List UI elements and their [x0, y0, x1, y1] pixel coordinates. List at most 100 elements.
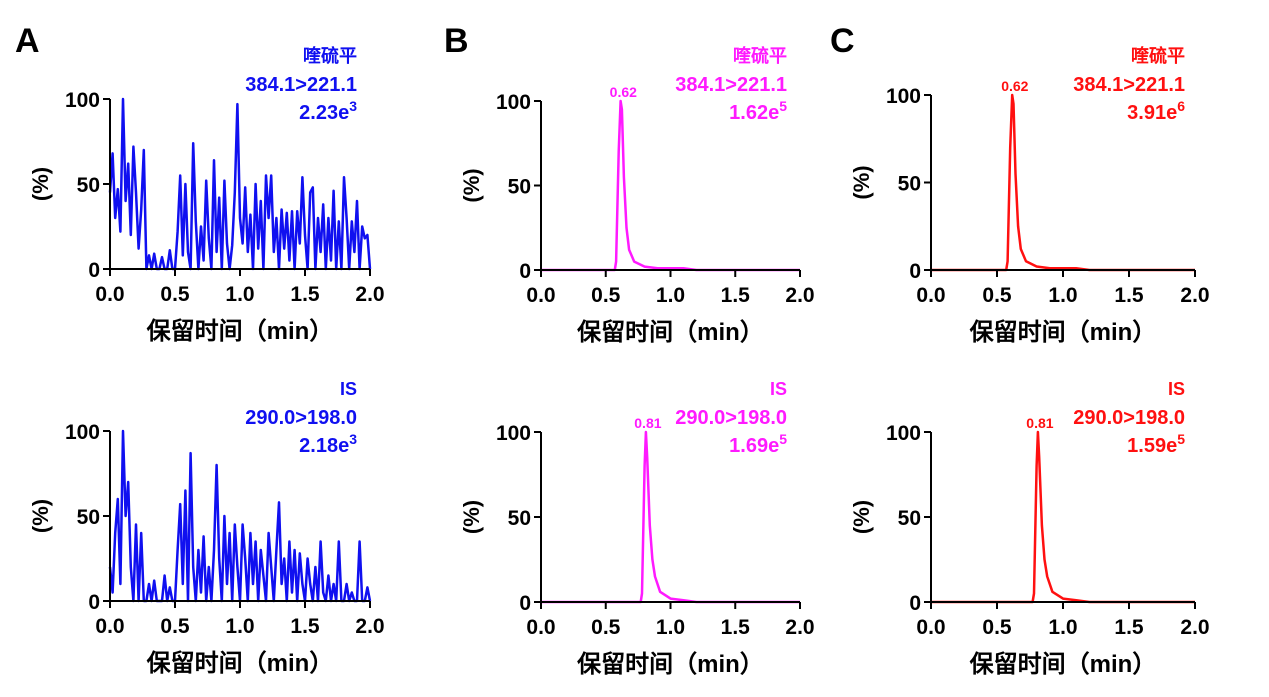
y-tick-label: 50 — [898, 507, 921, 530]
x-tick-label: 1.5 — [290, 615, 320, 638]
intensity-base: 2.23e — [299, 102, 349, 124]
series-line — [931, 430, 1195, 604]
y-tick-label: 0 — [88, 259, 100, 282]
y-tick-label: 50 — [508, 507, 531, 530]
intensity-label: 3.91e6 — [1127, 98, 1185, 124]
y-tick-label: 0 — [519, 260, 531, 283]
compound-label: 喹硫平 — [303, 45, 357, 66]
x-axis-title: 保留时间（min） — [146, 318, 334, 345]
y-tick-label: 0 — [909, 592, 921, 615]
chart-panel-a-is: 0.0 0.5 1.0 1.5 2.0 0 50 100 保留时间（min） (%) IS 290.0… — [28, 379, 385, 677]
peak-label: 0.81 — [634, 415, 661, 431]
x-tick-label: 2.0 — [785, 284, 814, 307]
compound-label: 喹硫平 — [1131, 45, 1185, 66]
compound-label: IS — [770, 379, 787, 399]
x-tick-label: 0.0 — [916, 284, 945, 307]
intensity-label: 2.23e3 — [299, 98, 357, 124]
series-line — [931, 93, 1195, 272]
x-tick-label: 0.0 — [526, 616, 555, 639]
intensity-base: 1.59e — [1127, 435, 1177, 457]
y-tick-label: 100 — [496, 91, 531, 114]
intensity-base: 3.91e — [1127, 102, 1177, 124]
y-tick-label: 100 — [65, 421, 100, 444]
compound-label: IS — [1168, 379, 1185, 399]
x-tick-label: 0.5 — [160, 615, 190, 638]
x-tick-label: 1.0 — [656, 616, 685, 639]
x-tick-label: 1.0 — [656, 284, 685, 307]
intensity-label: 2.18e3 — [299, 431, 357, 457]
panel-letter: C — [830, 22, 855, 60]
y-tick-label: 50 — [77, 506, 100, 529]
series-line — [108, 97, 372, 271]
y-tick-label: 100 — [886, 422, 921, 445]
y-tick-label: 100 — [496, 422, 531, 445]
intensity-label: 1.69e5 — [729, 431, 787, 457]
y-tick-label: 50 — [898, 173, 921, 196]
series-line — [541, 99, 800, 272]
x-tick-label: 1.0 — [225, 615, 254, 638]
transition-label: 384.1>221.1 — [675, 74, 787, 96]
x-tick-label: 2.0 — [355, 283, 384, 306]
x-tick-label: 1.5 — [1114, 284, 1144, 307]
x-axis-title: 保留时间（min） — [576, 651, 764, 678]
panel-letter: A — [15, 22, 40, 60]
y-tick-label: 0 — [88, 591, 100, 614]
chart-panel-c-is: 0.0 0.5 1.0 1.5 2.0 0 50 100 保留时间（min） (%) IS 290.0… — [849, 379, 1210, 678]
intensity-exponent: 3 — [349, 431, 357, 447]
intensity-base: 1.69e — [729, 435, 779, 457]
intensity-label: 1.59e5 — [1127, 431, 1185, 457]
x-tick-label: 2.0 — [1180, 616, 1209, 639]
x-tick-label: 0.5 — [591, 616, 621, 639]
x-tick-label: 1.5 — [1114, 616, 1144, 639]
y-tick-label: 0 — [909, 260, 921, 283]
chart-panel-a-analyte: A 0.0 0.5 1.0 1.5 2.0 0 50 100 保留时间（min） (%) 喹硫平 384… — [15, 22, 385, 345]
chart-panel-b-analyte: B 0.0 0.5 1.0 1.5 2.0 0 50 100 保留时间（min） (%) 喹硫平 384… — [444, 22, 815, 346]
y-tick-label: 100 — [886, 85, 921, 108]
x-tick-label: 1.0 — [1048, 284, 1077, 307]
x-tick-label: 1.0 — [1048, 616, 1077, 639]
intensity-label: 1.62e5 — [729, 98, 787, 124]
x-tick-label: 1.5 — [290, 283, 320, 306]
compound-label: 喹硫平 — [733, 45, 787, 66]
y-tick-label: 0 — [519, 592, 531, 615]
y-tick-label: 50 — [508, 176, 531, 199]
transition-label: 384.1>221.1 — [245, 74, 357, 96]
x-tick-label: 1.5 — [721, 616, 751, 639]
y-axis-title: (%) — [459, 500, 484, 534]
y-axis-title: (%) — [849, 500, 874, 534]
x-tick-label: 0.0 — [526, 284, 555, 307]
x-tick-label: 2.0 — [355, 615, 384, 638]
x-tick-label: 0.5 — [591, 284, 621, 307]
transition-label: 290.0>198.0 — [1073, 407, 1185, 429]
y-axis-title: (%) — [28, 499, 53, 533]
panel-letter: B — [444, 22, 469, 60]
intensity-exponent: 3 — [349, 98, 357, 114]
x-axis-title: 保留时间（min） — [146, 650, 334, 677]
intensity-exponent: 5 — [1177, 431, 1185, 447]
peak-label: 0.62 — [610, 84, 637, 100]
x-tick-label: 0.5 — [160, 283, 190, 306]
transition-label: 384.1>221.1 — [1073, 74, 1185, 96]
x-axis-title: 保留时间（min） — [969, 319, 1157, 346]
x-tick-label: 2.0 — [1180, 284, 1209, 307]
y-tick-label: 50 — [77, 174, 100, 197]
y-axis-title: (%) — [28, 167, 53, 201]
intensity-base: 1.62e — [729, 102, 779, 124]
x-axis-title: 保留时间（min） — [969, 651, 1157, 678]
x-axis-title: 保留时间（min） — [576, 319, 764, 346]
peak-label: 0.62 — [1001, 78, 1028, 94]
compound-label: IS — [340, 379, 357, 399]
y-axis-title: (%) — [849, 165, 874, 199]
x-tick-label: 1.0 — [225, 283, 254, 306]
intensity-exponent: 5 — [779, 98, 787, 114]
transition-label: 290.0>198.0 — [245, 407, 357, 429]
y-axis-title: (%) — [459, 168, 484, 202]
intensity-exponent: 5 — [779, 431, 787, 447]
intensity-base: 2.18e — [299, 435, 349, 457]
intensity-exponent: 6 — [1177, 98, 1185, 114]
peak-label: 0.81 — [1026, 415, 1053, 431]
transition-label: 290.0>198.0 — [675, 407, 787, 429]
chart-panel-c-analyte: C 0.0 0.5 1.0 1.5 2.0 0 50 100 保留时间（min） (%) 喹硫平 384… — [830, 22, 1210, 346]
x-tick-label: 0.5 — [982, 616, 1012, 639]
